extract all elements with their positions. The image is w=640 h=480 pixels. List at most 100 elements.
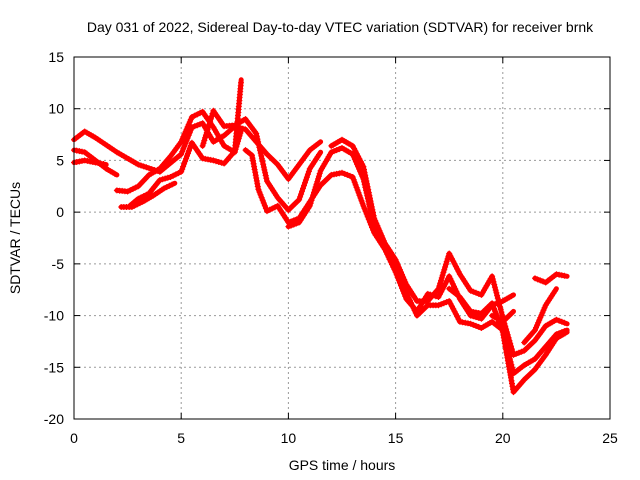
data-point-marker xyxy=(262,205,269,212)
data-point-marker xyxy=(491,281,498,288)
data-point-marker xyxy=(361,169,368,176)
data-point-marker xyxy=(404,292,411,299)
data-point-marker xyxy=(184,153,190,159)
data-point-marker xyxy=(257,150,264,157)
data-point-marker xyxy=(364,183,371,190)
data-point-marker xyxy=(302,177,309,183)
plot-frame xyxy=(73,56,611,420)
data-point-marker xyxy=(455,316,462,323)
data-point-marker xyxy=(361,166,367,173)
data-point-marker xyxy=(218,159,225,166)
data-point-marker xyxy=(172,171,179,178)
data-point-marker xyxy=(312,184,319,190)
data-point-marker xyxy=(467,308,474,315)
data-point-marker xyxy=(435,285,442,292)
data-point-marker xyxy=(194,122,201,129)
data-point-marker xyxy=(452,311,459,317)
data-point-marker xyxy=(467,320,474,327)
data-point-marker xyxy=(187,145,193,152)
data-point-marker xyxy=(356,155,363,162)
data-point-marker xyxy=(370,212,377,219)
data-point-marker xyxy=(442,281,449,287)
data-point-marker xyxy=(261,166,268,173)
data-point-marker xyxy=(170,172,177,179)
x-tick-label: 15 xyxy=(388,430,404,446)
data-point-marker xyxy=(362,175,369,182)
data-point-marker xyxy=(436,283,443,289)
data-point-marker xyxy=(446,298,453,305)
series-track-3 xyxy=(71,157,109,168)
data-point-marker xyxy=(135,161,142,168)
data-point-marker xyxy=(352,181,359,188)
data-point-marker xyxy=(272,204,278,211)
y-axis-label: SDTVAR / TECUs xyxy=(7,182,23,294)
data-point-marker xyxy=(194,111,201,118)
data-point-marker xyxy=(84,157,91,164)
data-point-marker xyxy=(344,171,351,178)
series-track-10 xyxy=(328,136,570,358)
data-point-marker xyxy=(285,223,292,230)
data-point-marker xyxy=(363,211,370,217)
data-marks xyxy=(71,77,570,396)
data-point-marker xyxy=(494,292,501,299)
x-tick-label: 10 xyxy=(281,430,297,446)
data-point-marker xyxy=(532,275,538,282)
data-point-marker xyxy=(451,308,458,315)
data-point-marker xyxy=(201,137,208,144)
data-point-marker xyxy=(255,186,262,193)
data-point-marker xyxy=(370,209,376,216)
data-point-marker xyxy=(305,168,312,175)
data-point-marker xyxy=(350,176,357,183)
data-point-marker xyxy=(440,300,447,307)
data-point-marker xyxy=(553,316,560,323)
data-point-marker xyxy=(443,258,450,265)
data-point-marker xyxy=(258,155,265,162)
data-point-marker xyxy=(440,269,447,276)
series-track-12 xyxy=(489,308,516,325)
data-point-marker xyxy=(498,309,505,316)
y-axis-ticks: -20 -15 -10 -5 0 5 10 15 xyxy=(44,49,610,427)
data-point-marker xyxy=(311,189,317,196)
data-point-marker xyxy=(537,277,544,284)
data-point-marker xyxy=(300,185,306,192)
data-point-marker xyxy=(205,124,212,130)
data-point-marker xyxy=(140,163,147,170)
data-point-marker xyxy=(164,174,171,181)
data-point-marker xyxy=(262,169,269,176)
data-point-marker xyxy=(140,193,147,200)
data-point-marker xyxy=(182,158,189,165)
data-point-marker xyxy=(339,169,345,176)
data-point-marker xyxy=(316,170,323,177)
y-tick-label: 15 xyxy=(48,49,64,65)
data-point-marker xyxy=(124,188,131,195)
data-point-marker xyxy=(258,194,265,201)
series-track-6 xyxy=(126,77,244,209)
data-point-marker xyxy=(364,180,370,187)
data-point-marker xyxy=(507,340,514,347)
data-point-marker xyxy=(351,145,358,152)
data-point-marker xyxy=(169,181,176,188)
series-track-14 xyxy=(532,271,570,286)
data-point-marker xyxy=(293,220,300,227)
data-point-marker xyxy=(257,191,264,198)
data-point-marker xyxy=(349,142,356,149)
data-point-marker xyxy=(255,141,262,148)
data-point-marker xyxy=(138,162,144,169)
data-point-marker xyxy=(442,261,449,268)
data-point-marker xyxy=(162,175,169,182)
data-point-marker xyxy=(508,293,515,300)
data-point-marker xyxy=(497,323,504,330)
data-point-marker xyxy=(501,340,508,347)
data-point-marker xyxy=(509,349,516,355)
x-tick-label: 25 xyxy=(602,430,618,446)
data-point-marker xyxy=(315,175,322,182)
data-point-marker xyxy=(166,182,173,189)
data-point-marker xyxy=(435,294,442,300)
data-point-marker xyxy=(202,134,209,141)
data-point-marker xyxy=(238,79,244,86)
data-point-marker xyxy=(473,289,479,296)
y-tick-label: 10 xyxy=(48,101,64,117)
data-point-marker xyxy=(496,303,503,310)
data-point-marker xyxy=(540,278,546,285)
data-point-marker xyxy=(333,147,340,154)
